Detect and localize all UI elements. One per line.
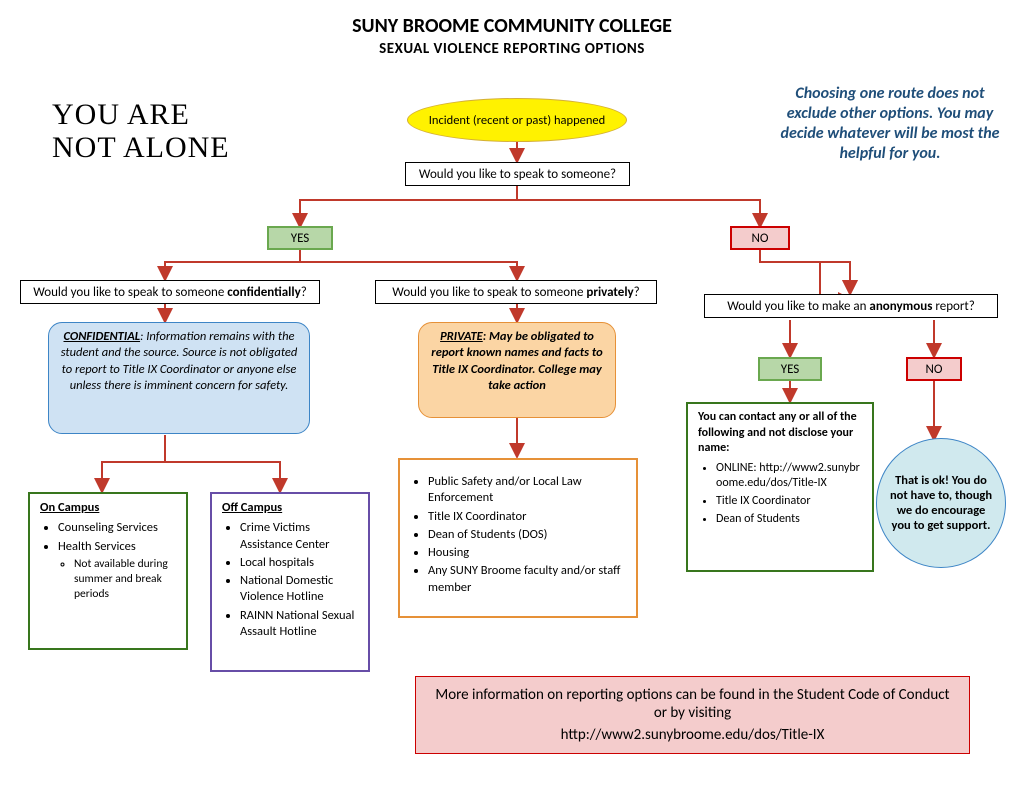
node-confidential-question: Would you like to speak to someone confi… xyxy=(20,280,320,304)
footer-info-box: More information on reporting options ca… xyxy=(415,676,970,754)
page-header: SUNY BROOME COMMUNITY COLLEGE SEXUAL VIO… xyxy=(0,14,1024,58)
node-incident-start-label: Incident (recent or past) happened xyxy=(429,113,605,128)
footer-line2: http://www2.sunybroome.edu/dos/Title-IX xyxy=(561,726,825,744)
node-speak-question: Would you like to speak to someone? xyxy=(405,162,630,186)
private-list: Public Safety and/or Local Law Enforceme… xyxy=(410,474,626,596)
anon-list: ONLINE: http://www2.sunybroome.edu/dos/T… xyxy=(698,461,862,527)
intro-blurb: Choosing one route does not exclude othe… xyxy=(780,84,1000,164)
list-item: Dean of Students xyxy=(716,512,862,528)
no-label-2: NO xyxy=(926,362,943,377)
list-item: Title IX Coordinator xyxy=(716,494,862,510)
node-anonymous-question: Would you like to make an anonymous repo… xyxy=(704,294,998,318)
on-campus-list: Counseling Services Health Services Not … xyxy=(40,520,176,601)
list-item: Counseling Services xyxy=(58,520,176,536)
on-campus-title: On Campus xyxy=(40,500,176,516)
box-on-campus: On Campus Counseling Services Health Ser… xyxy=(28,492,188,650)
off-campus-title: Off Campus xyxy=(222,500,358,516)
def-private: PRIVATE: May be obligated to report know… xyxy=(418,322,616,418)
flowchart-page: SUNY BROOME COMMUNITY COLLEGE SEXUAL VIO… xyxy=(0,0,1024,787)
node-speak-yes: YES xyxy=(267,226,333,250)
def-confidential: CONFIDENTIAL: Information remains with t… xyxy=(48,322,310,434)
list-item: Any SUNY Broome faculty and/or staff mem… xyxy=(428,563,626,596)
node-thats-ok: That is ok! You do not have to, though w… xyxy=(876,438,1006,568)
list-item: ONLINE: http://www2.sunybroome.edu/dos/T… xyxy=(716,461,862,492)
box-off-campus: Off Campus Crime Victims Assistance Cent… xyxy=(210,492,370,672)
page-subtitle: SEXUAL VIOLENCE REPORTING OPTIONS xyxy=(0,40,1024,58)
footer-line1: More information on reporting options ca… xyxy=(430,686,955,722)
not-alone-line2: NOT ALONE xyxy=(52,131,230,164)
yes-label-2: YES xyxy=(781,362,800,377)
node-anon-no: NO xyxy=(906,357,962,381)
node-speak-label: Would you like to speak to someone? xyxy=(419,167,616,182)
list-item: Health Services Not available during sum… xyxy=(58,539,176,602)
list-item: Local hospitals xyxy=(240,555,358,571)
list-subitem: Not available during summer and break pe… xyxy=(74,557,176,602)
page-title: SUNY BROOME COMMUNITY COLLEGE xyxy=(0,14,1024,38)
yes-label-1: YES xyxy=(291,231,310,246)
no-label-1: NO xyxy=(752,231,769,246)
list-item: RAINN National Sexual Assault Hotline xyxy=(240,608,358,641)
box-anonymous-contacts: You can contact any or all of the follow… xyxy=(686,402,874,572)
list-item: Housing xyxy=(428,545,626,561)
node-incident-start: Incident (recent or past) happened xyxy=(407,98,627,142)
not-alone-line1: YOU ARE xyxy=(52,98,230,131)
node-speak-no: NO xyxy=(730,226,790,250)
box-private-contacts: Public Safety and/or Local Law Enforceme… xyxy=(398,458,638,618)
list-item: National Domestic Violence Hotline xyxy=(240,573,358,606)
not-alone-graphic: YOU ARE NOT ALONE xyxy=(52,98,230,164)
node-private-question: Would you like to speak to someone priva… xyxy=(375,280,657,304)
conf-q-text: Would you like to speak to someone confi… xyxy=(33,285,307,300)
anon-lead: You can contact any or all of the follow… xyxy=(698,410,862,457)
off-campus-list: Crime Victims Assistance Center Local ho… xyxy=(222,520,358,640)
list-item: Crime Victims Assistance Center xyxy=(240,520,358,553)
thats-ok-text: That is ok! You do not have to, though w… xyxy=(887,473,995,533)
list-item: Public Safety and/or Local Law Enforceme… xyxy=(428,474,626,507)
anon-q-text: Would you like to make an anonymous repo… xyxy=(727,299,975,314)
node-anon-yes: YES xyxy=(758,357,822,381)
list-item: Dean of Students (DOS) xyxy=(428,527,626,543)
priv-q-text: Would you like to speak to someone priva… xyxy=(392,285,639,300)
list-item: Title IX Coordinator xyxy=(428,509,626,525)
